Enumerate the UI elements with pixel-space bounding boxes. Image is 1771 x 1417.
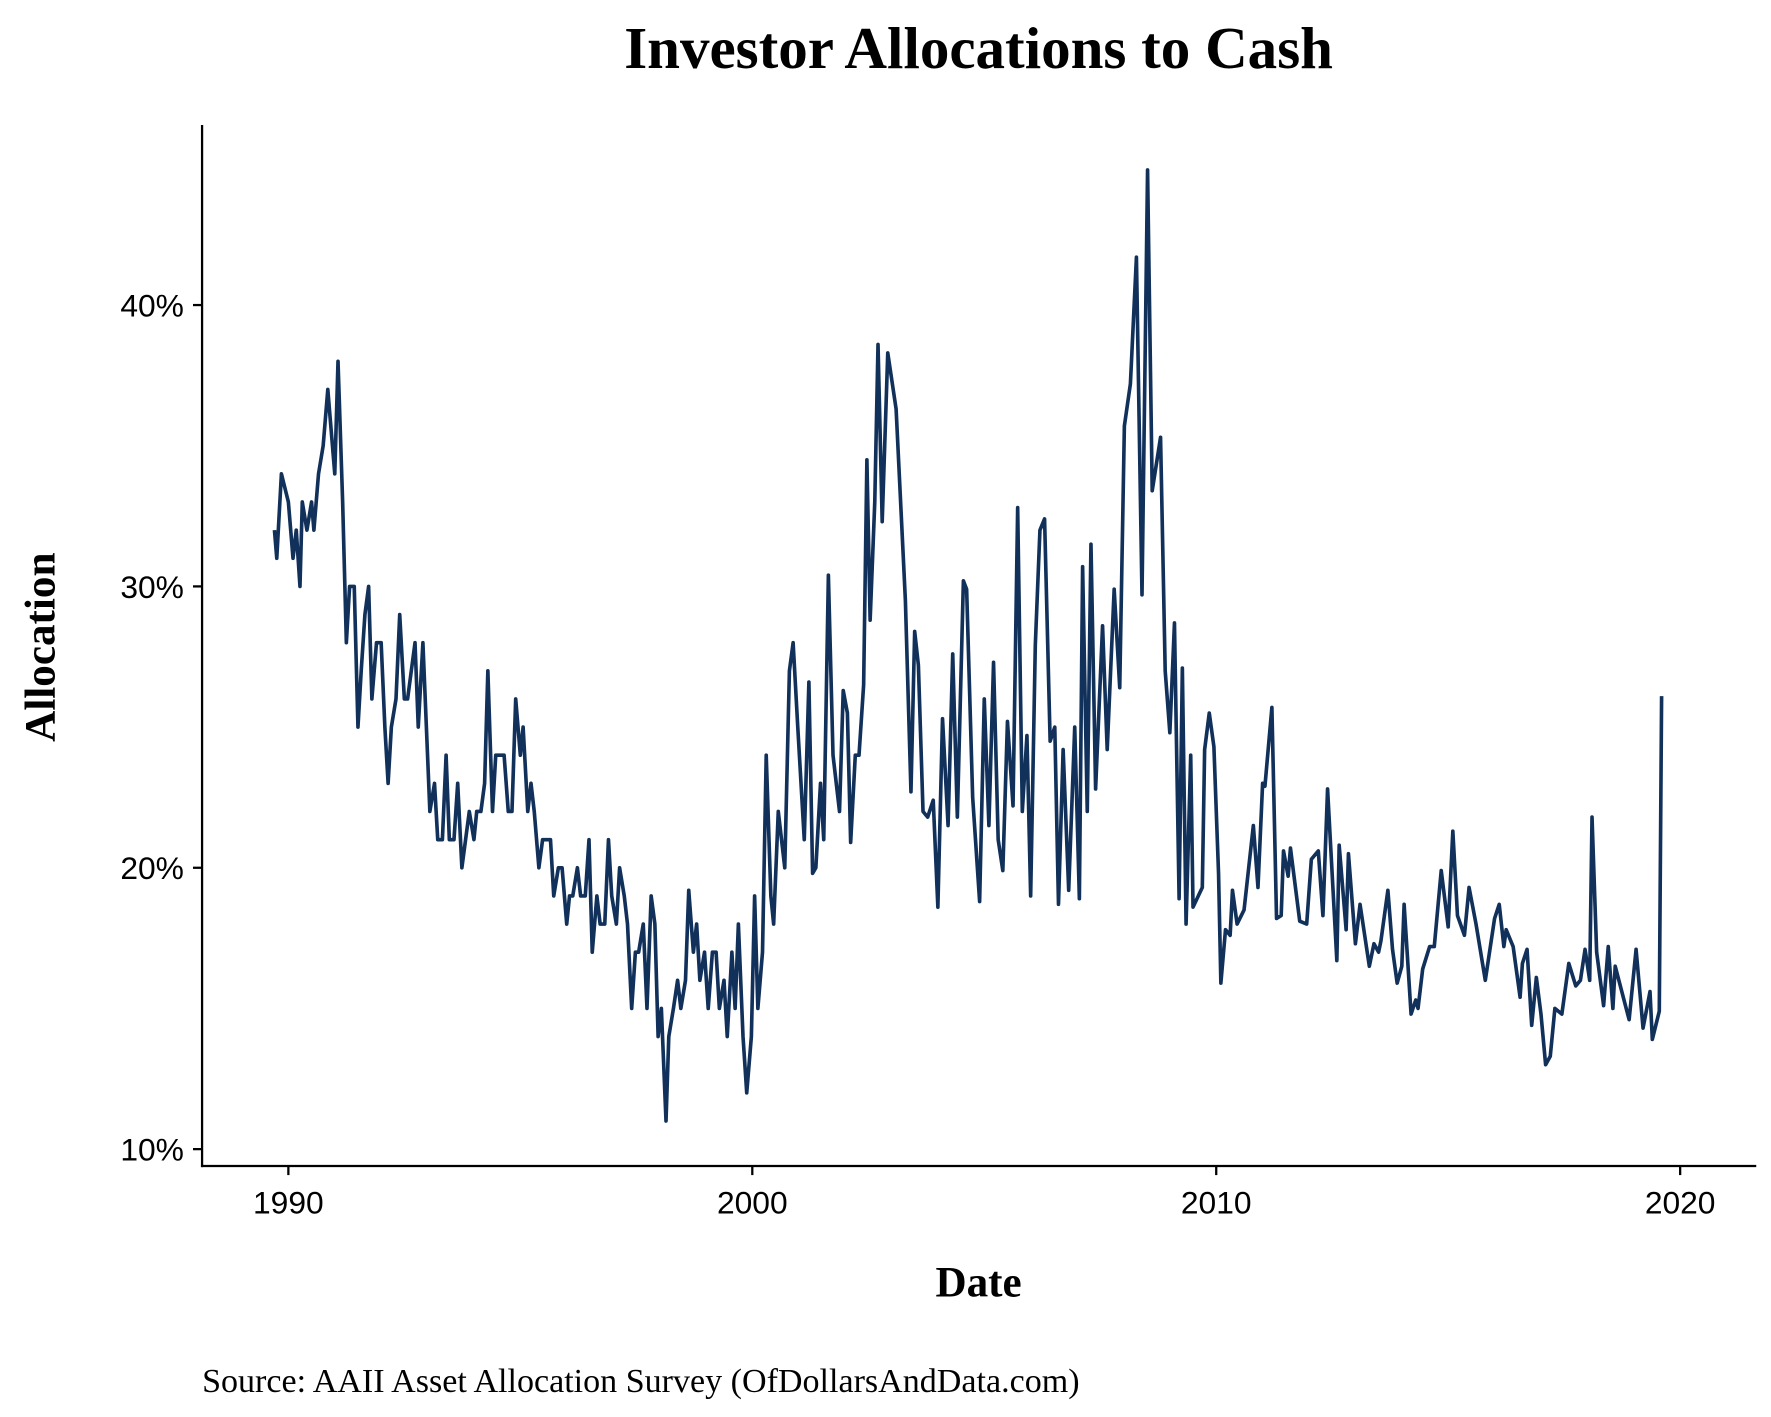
- source-note: Source: AAII Asset Allocation Survey (Of…: [202, 1363, 1079, 1400]
- y-tick-label: 30%: [120, 569, 184, 605]
- y-tick-label: 10%: [120, 1131, 184, 1167]
- line-series: [272, 168, 1664, 1123]
- y-tick-label: 40%: [120, 287, 184, 323]
- x-tick-label: 2000: [717, 1185, 788, 1221]
- x-tick-label: 2010: [1181, 1185, 1252, 1221]
- y-tick-label: 20%: [120, 850, 184, 886]
- y-axis-title: Allocation: [17, 553, 64, 742]
- x-axis-title: Date: [935, 1260, 1021, 1307]
- x-tick-label: 2020: [1645, 1185, 1716, 1221]
- chart-title: Investor Allocations to Cash: [624, 15, 1333, 81]
- x-tick-label: 1990: [253, 1185, 324, 1221]
